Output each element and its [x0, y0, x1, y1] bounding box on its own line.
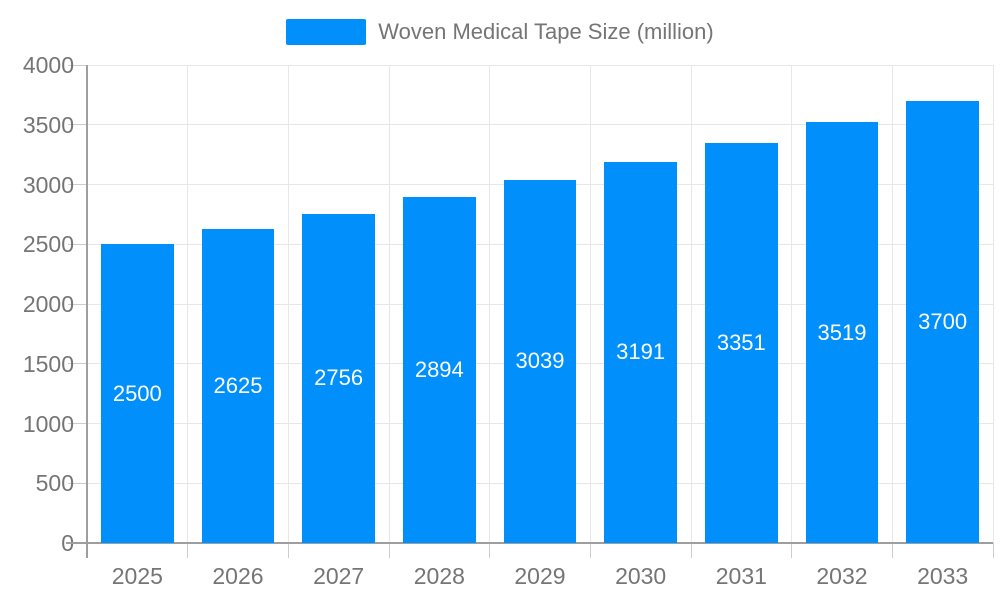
y-axis-label: 1500	[22, 350, 74, 377]
y-axis-label: 3500	[22, 111, 74, 138]
y-axis-label: 2500	[22, 231, 74, 258]
x-axis-label: 2027	[313, 563, 365, 589]
y-tick	[68, 363, 87, 365]
v-gridline	[187, 65, 189, 543]
y-axis-label: 0	[0, 529, 74, 557]
x-axis-label: 2033	[917, 563, 969, 589]
x-tick	[992, 543, 994, 558]
bar-value-label: 2894	[414, 357, 464, 383]
bar-value-label: 3519	[817, 319, 867, 345]
x-tick	[187, 543, 189, 558]
v-gridline	[489, 65, 491, 543]
y-tick	[68, 303, 87, 305]
x-tick	[891, 543, 893, 558]
bar[interactable]: 3039	[503, 179, 577, 543]
v-gridline	[690, 65, 692, 543]
bar-value-label: 2756	[314, 365, 364, 391]
y-tick	[68, 124, 87, 126]
x-axis-label: 2032	[816, 563, 868, 589]
h-gridline	[87, 124, 993, 126]
v-gridline	[287, 65, 289, 543]
legend-swatch	[286, 19, 367, 45]
legend-item[interactable]: Woven Medical Tape Size (million)	[0, 17, 1000, 47]
bar[interactable]: 3351	[705, 142, 778, 543]
x-axis-label: 2030	[615, 563, 667, 589]
x-axis-label: 2029	[514, 563, 566, 589]
bar-value-label: 3351	[716, 329, 766, 355]
v-gridline	[791, 65, 793, 543]
bar[interactable]: 2625	[201, 229, 275, 543]
y-axis-line	[86, 65, 88, 558]
y-tick	[68, 423, 87, 424]
y-axis-label: 1000	[22, 410, 74, 437]
bar[interactable]: 2894	[403, 197, 476, 543]
bar[interactable]: 3519	[805, 122, 879, 543]
x-axis-label: 2025	[111, 563, 163, 589]
bar-value-label: 2625	[213, 373, 263, 399]
x-axis-label: 2031	[715, 563, 767, 589]
y-axis-label: 500	[35, 470, 74, 497]
x-tick	[388, 543, 390, 558]
x-tick	[489, 543, 491, 558]
h-gridline	[87, 64, 993, 66]
bar[interactable]: 3700	[906, 100, 979, 543]
y-axis-label: 4000	[22, 52, 74, 78]
y-axis-label: 3000	[22, 171, 74, 198]
x-axis-line	[66, 542, 993, 544]
x-axis-label: 2028	[413, 563, 465, 589]
y-tick	[68, 482, 87, 484]
x-tick	[791, 543, 793, 558]
x-tick	[690, 543, 692, 558]
v-gridline	[992, 65, 994, 543]
bar-value-label: 3191	[616, 339, 666, 365]
legend-label: Woven Medical Tape Size (million)	[378, 19, 714, 44]
y-tick	[68, 64, 87, 66]
v-gridline	[589, 65, 591, 543]
v-gridline	[388, 65, 390, 543]
y-axis-label: 2000	[22, 291, 74, 317]
bar-value-label: 3039	[515, 348, 565, 374]
bar-value-label: 2500	[112, 380, 162, 406]
bar[interactable]: 2500	[101, 244, 174, 543]
bar-value-label: 3700	[918, 308, 968, 334]
y-tick	[68, 243, 87, 245]
v-gridline	[891, 65, 893, 543]
x-tick	[589, 543, 591, 558]
y-tick	[68, 184, 87, 185]
bar[interactable]: 2756	[302, 213, 375, 543]
bar[interactable]: 3191	[604, 161, 677, 543]
x-tick	[287, 543, 289, 558]
x-axis-label: 2026	[212, 563, 264, 589]
